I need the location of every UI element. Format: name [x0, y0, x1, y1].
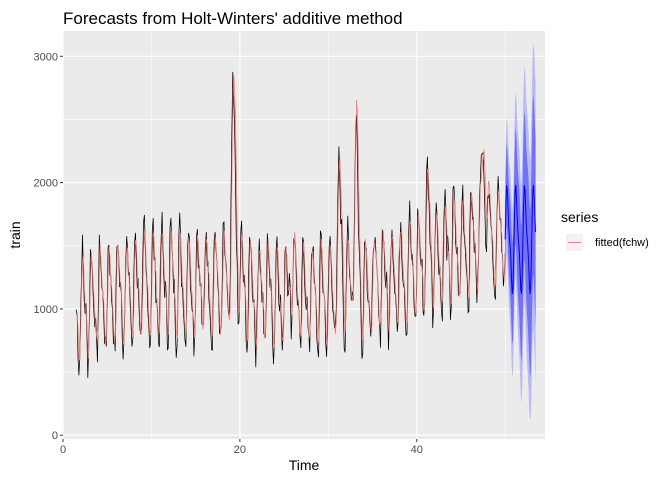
y-tick-label: 0	[52, 430, 58, 442]
series-line-fitted	[76, 75, 506, 361]
legend: series fitted(fchw)	[561, 209, 649, 251]
y-axis-title: train	[7, 221, 23, 248]
y-tick-label: 1000	[34, 304, 58, 316]
legend-title: series	[561, 209, 598, 225]
forecast-mean-line	[504, 184, 537, 295]
forecast-intervals	[505, 43, 536, 419]
x-axis-title: Time	[289, 457, 320, 473]
chart-title: Forecasts from Holt-Winters' additive me…	[63, 9, 403, 28]
series-lines	[75, 71, 537, 378]
legend-label-fitted: fitted(fchw)	[595, 237, 649, 249]
y-tick-label: 2000	[34, 178, 58, 190]
x-tick-label: 0	[60, 444, 66, 456]
x-tick-label: 40	[411, 444, 423, 456]
x-tick-label: 20	[234, 444, 246, 456]
y-tick-label: 3000	[34, 51, 58, 63]
major-gridlines	[62, 31, 545, 439]
axes: 0 20 40 0 1000 2000 3000	[34, 51, 423, 456]
forecast-interval-80	[505, 95, 536, 378]
